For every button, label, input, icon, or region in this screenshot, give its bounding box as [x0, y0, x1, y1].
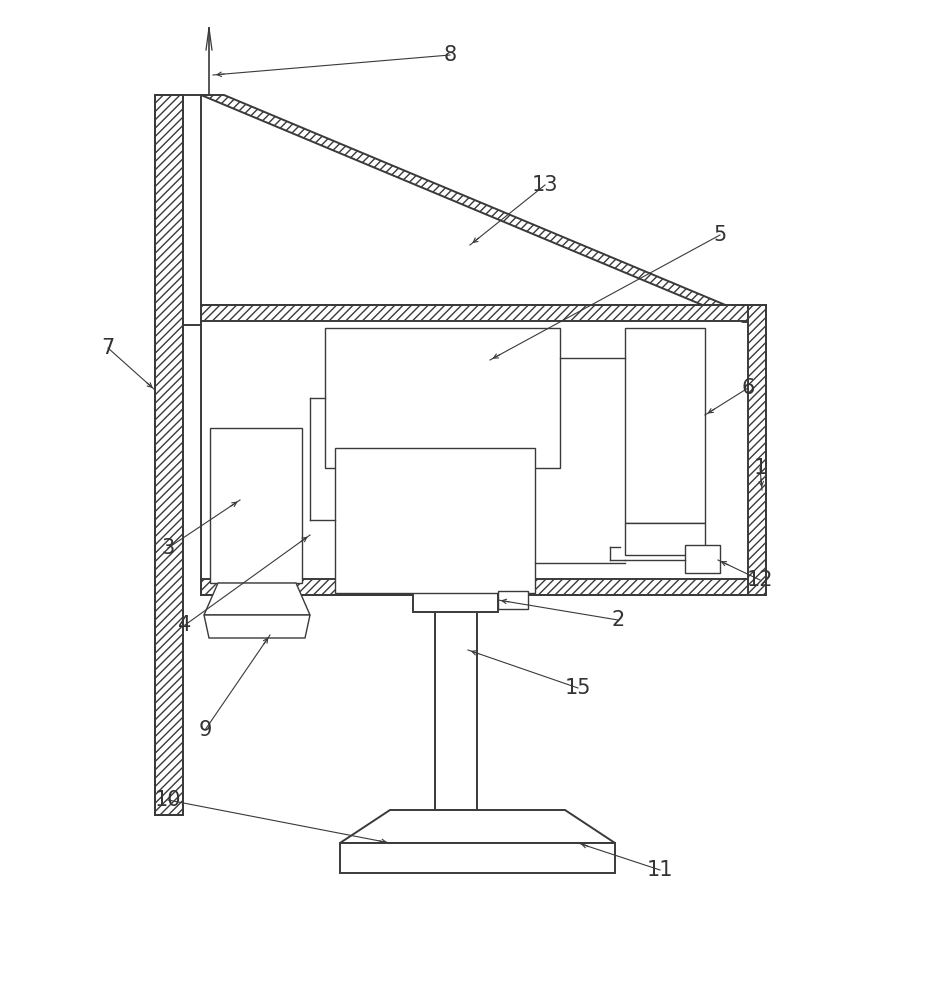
Text: 15: 15 [565, 678, 591, 698]
Bar [498, 591, 528, 609]
Bar [201, 579, 766, 595]
Bar [155, 95, 183, 815]
Bar [325, 328, 560, 468]
Text: 11: 11 [647, 860, 674, 880]
Polygon shape [201, 95, 766, 322]
Text: 3: 3 [162, 538, 175, 558]
Text: 5: 5 [713, 225, 727, 245]
Bar [413, 588, 498, 612]
Bar [748, 305, 766, 595]
Text: 12: 12 [746, 570, 773, 590]
Bar [685, 545, 720, 573]
Bar [625, 523, 705, 555]
Polygon shape [204, 583, 310, 615]
Bar [201, 305, 766, 595]
Bar [210, 428, 302, 583]
Bar [340, 843, 615, 873]
Text: 4: 4 [179, 615, 192, 635]
Text: 9: 9 [199, 720, 212, 740]
Bar [155, 95, 183, 815]
Polygon shape [204, 615, 310, 638]
Bar [183, 95, 201, 325]
Polygon shape [340, 810, 615, 843]
Bar [625, 328, 705, 523]
Text: 1: 1 [753, 458, 766, 478]
Text: 6: 6 [742, 378, 755, 398]
Bar [201, 305, 766, 321]
Text: 8: 8 [444, 45, 457, 65]
Text: 13: 13 [532, 175, 558, 195]
Bar [201, 305, 766, 595]
Text: 10: 10 [155, 790, 182, 810]
Bar [435, 595, 477, 810]
Bar [335, 448, 535, 593]
Text: 7: 7 [101, 338, 114, 358]
Text: 2: 2 [611, 610, 624, 630]
